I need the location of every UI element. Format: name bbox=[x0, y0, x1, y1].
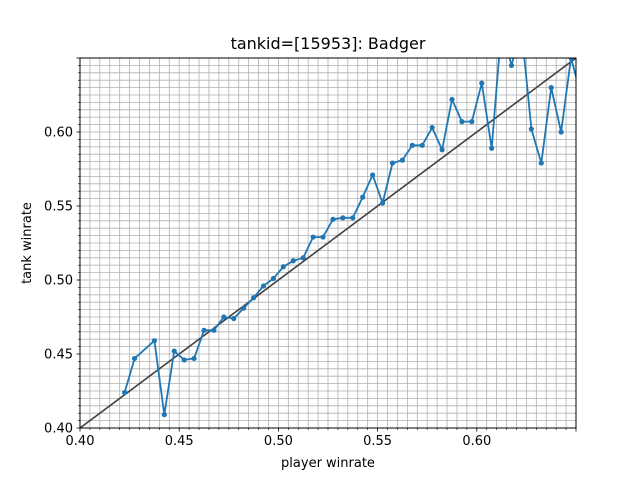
x-tick-label: 0.50 bbox=[264, 434, 293, 449]
data-point bbox=[201, 327, 207, 333]
data-point bbox=[161, 412, 167, 418]
x-tick-label: 0.60 bbox=[462, 434, 491, 449]
x-axis-label: player winrate bbox=[281, 456, 375, 471]
data-point bbox=[528, 126, 534, 132]
data-point bbox=[578, 92, 583, 97]
data-point bbox=[419, 142, 425, 148]
data-point bbox=[538, 160, 544, 166]
y-tick-label: 0.50 bbox=[44, 274, 73, 289]
data-point bbox=[379, 200, 386, 206]
x-tick-label: 0.40 bbox=[66, 434, 95, 449]
data-point bbox=[221, 314, 227, 320]
ticks: 0.40 0.45 0.50 0.55 0.60 0.40 0.45 0.50 0.55 0.60 bbox=[44, 57, 577, 449]
data-point bbox=[370, 172, 376, 178]
data-point bbox=[568, 58, 574, 61]
data-point bbox=[409, 142, 415, 148]
data-point bbox=[122, 389, 128, 396]
data-point bbox=[350, 215, 356, 221]
x-tick-label: 0.45 bbox=[165, 434, 194, 449]
y-axis-label: tank winrate bbox=[20, 202, 35, 284]
data-point bbox=[280, 264, 286, 270]
series-line bbox=[123, 58, 576, 416]
chart-title: tankid=[15953]: Badger bbox=[231, 34, 426, 53]
data-point bbox=[131, 355, 138, 362]
data-point bbox=[469, 119, 475, 125]
grid bbox=[79, 57, 577, 429]
y-tick-label: 0.60 bbox=[44, 126, 73, 141]
y-tick-label: 0.55 bbox=[44, 200, 73, 215]
data-point bbox=[260, 283, 267, 289]
data-point bbox=[251, 295, 257, 301]
x-tick-label: 0.55 bbox=[363, 434, 392, 449]
data-point bbox=[340, 215, 346, 221]
y-tick-label: 0.45 bbox=[44, 348, 73, 363]
data-point bbox=[191, 355, 197, 362]
y-tick-label: 0.40 bbox=[44, 422, 73, 437]
data-point bbox=[290, 258, 296, 264]
data-point bbox=[330, 216, 336, 222]
data-point bbox=[489, 145, 495, 151]
data-point bbox=[211, 327, 217, 333]
data-point bbox=[171, 348, 177, 354]
data-point bbox=[151, 338, 157, 344]
data-point bbox=[270, 275, 277, 282]
data-point bbox=[499, 23, 504, 28]
data-point bbox=[310, 234, 316, 240]
series-group bbox=[122, 23, 583, 418]
data-point bbox=[519, 26, 524, 31]
data-point bbox=[439, 147, 445, 153]
data-point bbox=[548, 85, 554, 91]
data-point bbox=[479, 80, 485, 86]
data-point bbox=[449, 96, 455, 103]
data-point bbox=[459, 119, 465, 125]
data-point bbox=[399, 157, 405, 163]
data-point bbox=[320, 234, 326, 240]
data-point bbox=[300, 255, 306, 261]
data-point bbox=[558, 129, 564, 135]
data-point bbox=[389, 160, 396, 166]
data-point bbox=[241, 305, 247, 311]
data-point bbox=[360, 194, 366, 200]
data-point bbox=[508, 62, 515, 68]
data-point bbox=[429, 124, 435, 131]
data-point bbox=[231, 315, 237, 322]
data-point bbox=[181, 357, 187, 363]
